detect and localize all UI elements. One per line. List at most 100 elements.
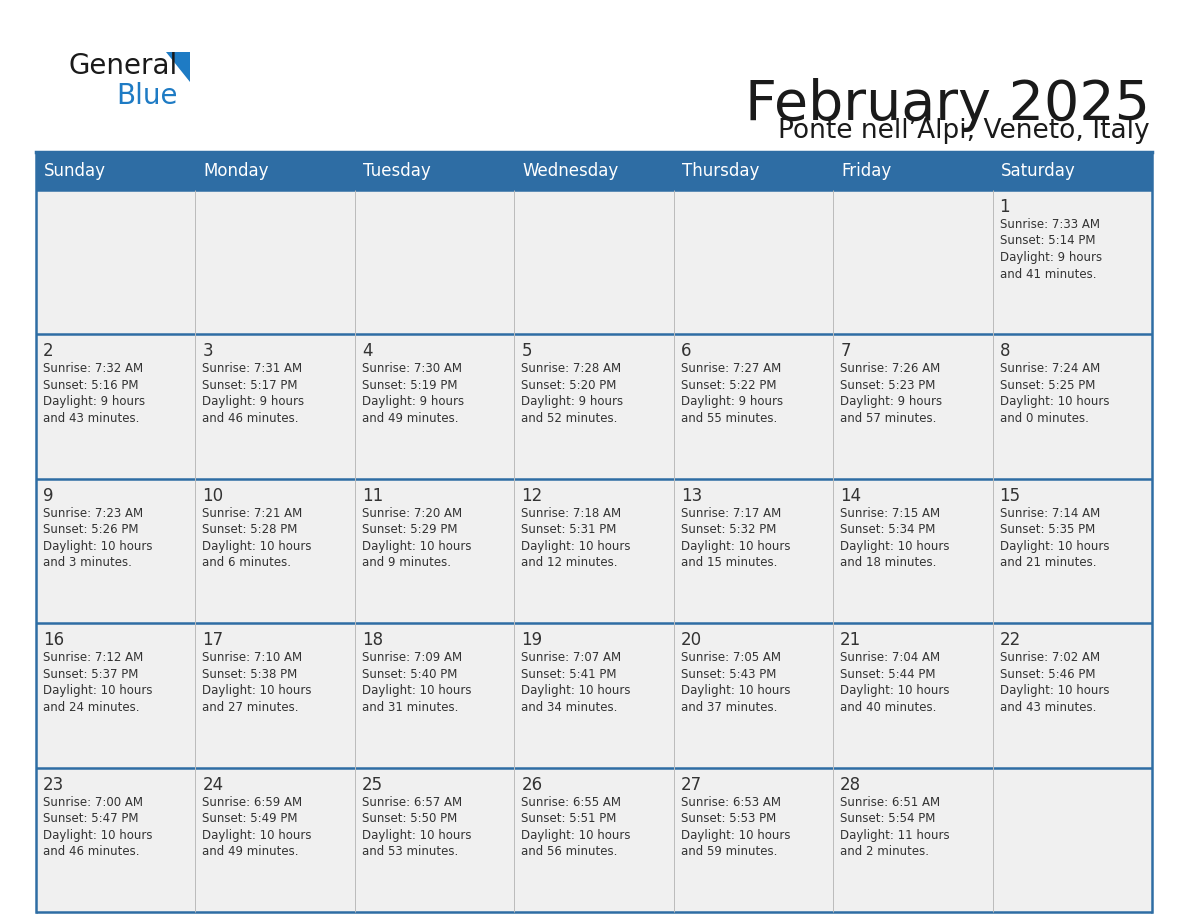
Bar [514,190,674,334]
Text: Daylight: 9 hours: Daylight: 9 hours [362,396,465,409]
Text: and 46 minutes.: and 46 minutes. [202,412,299,425]
Text: and 41 minutes.: and 41 minutes. [999,267,1097,281]
Text: Sunset: 5:49 PM: Sunset: 5:49 PM [202,812,298,825]
Text: 9: 9 [43,487,53,505]
Text: 3: 3 [202,342,213,361]
Bar [514,623,674,767]
Text: 21: 21 [840,632,861,649]
Text: and 46 minutes.: and 46 minutes. [43,845,139,858]
Bar [674,479,833,623]
Text: Daylight: 9 hours: Daylight: 9 hours [43,396,145,409]
Text: Sunset: 5:16 PM: Sunset: 5:16 PM [43,379,139,392]
Text: 12: 12 [522,487,543,505]
Text: and 21 minutes.: and 21 minutes. [999,556,1097,569]
Bar [992,623,1152,767]
Text: 13: 13 [681,487,702,505]
Bar [36,334,196,479]
Bar [674,334,833,479]
Bar [355,479,514,623]
Text: Daylight: 10 hours: Daylight: 10 hours [999,396,1110,409]
Text: Sunset: 5:54 PM: Sunset: 5:54 PM [840,812,935,825]
Text: 18: 18 [362,632,383,649]
Text: Sunset: 5:53 PM: Sunset: 5:53 PM [681,812,776,825]
Text: and 2 minutes.: and 2 minutes. [840,845,929,858]
Text: Daylight: 10 hours: Daylight: 10 hours [999,540,1110,553]
Text: Sunset: 5:37 PM: Sunset: 5:37 PM [43,667,138,681]
Text: and 55 minutes.: and 55 minutes. [681,412,777,425]
Text: and 43 minutes.: and 43 minutes. [999,700,1097,713]
Text: Sunrise: 7:32 AM: Sunrise: 7:32 AM [43,363,143,375]
Text: 1: 1 [999,198,1010,216]
Text: Sunrise: 7:14 AM: Sunrise: 7:14 AM [999,507,1100,520]
Text: Sunrise: 7:28 AM: Sunrise: 7:28 AM [522,363,621,375]
Text: 6: 6 [681,342,691,361]
Text: Daylight: 10 hours: Daylight: 10 hours [43,540,152,553]
Text: Daylight: 10 hours: Daylight: 10 hours [999,684,1110,697]
Text: 4: 4 [362,342,372,361]
Text: and 0 minutes.: and 0 minutes. [999,412,1088,425]
Bar [36,190,196,334]
Text: Sunrise: 7:09 AM: Sunrise: 7:09 AM [362,651,462,665]
Text: Sunrise: 7:24 AM: Sunrise: 7:24 AM [999,363,1100,375]
Bar [992,334,1152,479]
Bar [36,479,196,623]
Text: Monday: Monday [203,162,268,180]
Bar [355,334,514,479]
Text: and 53 minutes.: and 53 minutes. [362,845,459,858]
Text: and 18 minutes.: and 18 minutes. [840,556,936,569]
Text: Sunset: 5:17 PM: Sunset: 5:17 PM [202,379,298,392]
Text: Daylight: 9 hours: Daylight: 9 hours [522,396,624,409]
Text: and 57 minutes.: and 57 minutes. [840,412,936,425]
Bar [196,190,355,334]
Text: Sunrise: 7:23 AM: Sunrise: 7:23 AM [43,507,143,520]
Text: Sunrise: 7:12 AM: Sunrise: 7:12 AM [43,651,144,665]
Text: Daylight: 10 hours: Daylight: 10 hours [362,540,472,553]
Text: and 59 minutes.: and 59 minutes. [681,845,777,858]
Bar [992,190,1152,334]
Text: Blue: Blue [116,82,177,110]
Text: Saturday: Saturday [1000,162,1075,180]
Bar [36,623,196,767]
Text: Daylight: 10 hours: Daylight: 10 hours [840,540,949,553]
Text: Sunset: 5:34 PM: Sunset: 5:34 PM [840,523,935,536]
Text: Daylight: 10 hours: Daylight: 10 hours [840,684,949,697]
Text: General: General [68,52,177,80]
Text: Daylight: 10 hours: Daylight: 10 hours [681,829,790,842]
Text: Daylight: 9 hours: Daylight: 9 hours [681,396,783,409]
Text: Sunset: 5:35 PM: Sunset: 5:35 PM [999,523,1095,536]
Bar [514,479,674,623]
Bar [196,767,355,912]
Text: Sunrise: 6:55 AM: Sunrise: 6:55 AM [522,796,621,809]
Text: 20: 20 [681,632,702,649]
Text: Sunset: 5:44 PM: Sunset: 5:44 PM [840,667,936,681]
Text: 26: 26 [522,776,543,793]
Text: Tuesday: Tuesday [362,162,430,180]
Text: Sunrise: 7:17 AM: Sunrise: 7:17 AM [681,507,781,520]
Text: Daylight: 10 hours: Daylight: 10 hours [43,829,152,842]
Text: Daylight: 10 hours: Daylight: 10 hours [522,829,631,842]
Text: Sunset: 5:29 PM: Sunset: 5:29 PM [362,523,457,536]
Text: Thursday: Thursday [682,162,759,180]
Text: Sunrise: 7:02 AM: Sunrise: 7:02 AM [999,651,1100,665]
Text: Daylight: 9 hours: Daylight: 9 hours [202,396,304,409]
Text: and 6 minutes.: and 6 minutes. [202,556,291,569]
Text: and 49 minutes.: and 49 minutes. [202,845,299,858]
Bar [196,623,355,767]
Text: Daylight: 10 hours: Daylight: 10 hours [362,829,472,842]
Bar [514,334,674,479]
Text: Daylight: 10 hours: Daylight: 10 hours [681,684,790,697]
Text: Sunset: 5:32 PM: Sunset: 5:32 PM [681,523,776,536]
Bar [196,479,355,623]
Text: Daylight: 9 hours: Daylight: 9 hours [999,251,1101,264]
Text: Sunset: 5:46 PM: Sunset: 5:46 PM [999,667,1095,681]
Text: Sunset: 5:14 PM: Sunset: 5:14 PM [999,234,1095,248]
Bar [674,623,833,767]
Text: Sunrise: 7:10 AM: Sunrise: 7:10 AM [202,651,303,665]
Text: February 2025: February 2025 [745,78,1150,132]
Text: Daylight: 10 hours: Daylight: 10 hours [202,684,312,697]
Text: 24: 24 [202,776,223,793]
Bar [833,623,992,767]
Text: Sunset: 5:41 PM: Sunset: 5:41 PM [522,667,617,681]
Bar [674,190,833,334]
Text: Sunrise: 7:26 AM: Sunrise: 7:26 AM [840,363,941,375]
